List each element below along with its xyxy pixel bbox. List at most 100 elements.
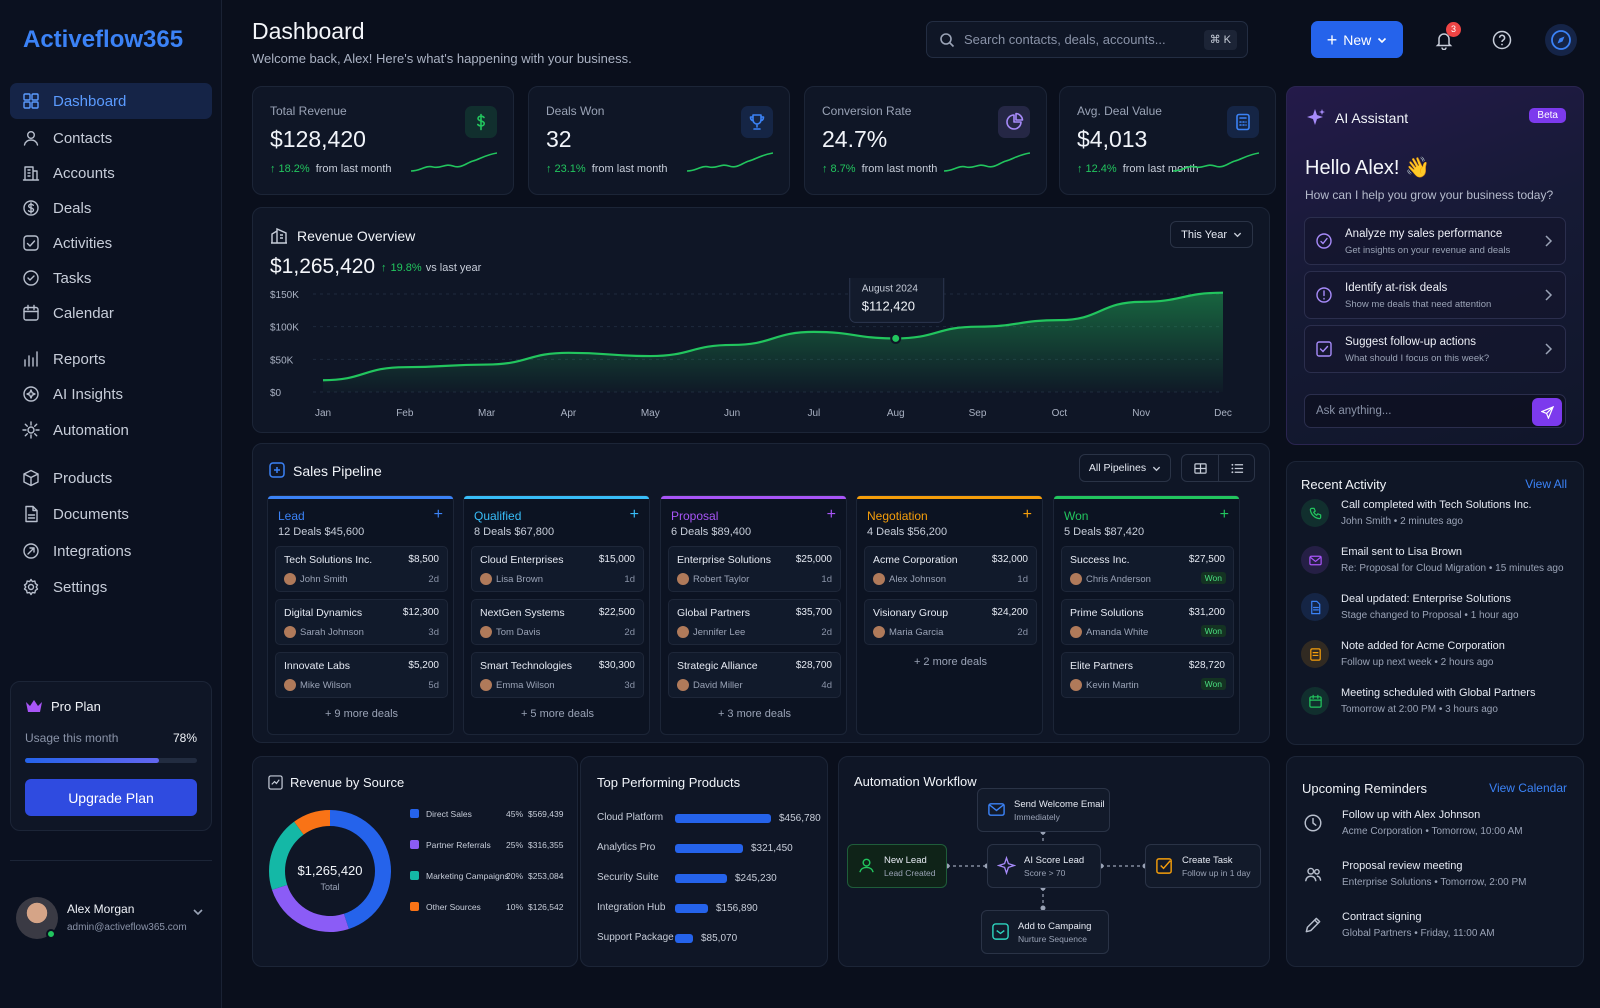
deal-value: $28,720 — [1188, 660, 1225, 671]
activity-item[interactable]: Deal updated: Enterprise Solutions Stage … — [1301, 593, 1571, 633]
deal-owner: Kevin Martin — [1086, 680, 1139, 691]
ai-input[interactable]: Ask anything... — [1304, 394, 1566, 428]
workflow-node-ai-score[interactable]: AI Score Lead Score > 70 — [987, 844, 1101, 888]
add-deal-button[interactable]: + — [1219, 506, 1229, 523]
product-row[interactable]: Cloud Platform $456,780 — [597, 812, 822, 826]
sidebar-item-dashboard[interactable]: Dashboard — [10, 83, 212, 119]
board-view-button[interactable] — [1182, 455, 1219, 481]
deal-card[interactable]: Strategic Alliance $28,700 David Miller 4d — [668, 652, 841, 698]
sidebar-item-products[interactable]: Products — [10, 460, 212, 496]
product-row[interactable]: Integration Hub $156,890 — [597, 902, 822, 916]
usage-label: Usage this month — [25, 731, 119, 745]
donut-slice — [271, 884, 349, 932]
workflow-node-campaign[interactable]: Add to Campaing Nurture Sequence — [981, 910, 1109, 954]
reminder-item[interactable]: Proposal review meeting Enterprise Soluti… — [1303, 860, 1573, 900]
more-deals-link[interactable]: + 2 more deals — [913, 656, 988, 668]
activity-item[interactable]: Meeting scheduled with Global Partners To… — [1301, 687, 1571, 727]
sidebar-item-integrations[interactable]: Integrations — [10, 533, 212, 569]
chevron-down-icon[interactable] — [192, 906, 204, 918]
period-select[interactable]: This Year — [1170, 221, 1253, 248]
beta-badge: Beta — [1529, 108, 1566, 123]
deal-card[interactable]: Cloud Enterprises $15,000 Lisa Brown 1d — [471, 546, 644, 592]
product-row[interactable]: Security Suite $245,230 — [597, 872, 822, 886]
deal-card[interactable]: Enterprise Solutions $25,000 Robert Taylor… — [668, 546, 841, 592]
deal-card[interactable]: Global Partners $35,700 Jennifer Lee 2d — [668, 599, 841, 645]
deal-card[interactable]: Visionary Group $24,200 Maria Garcia 2d — [864, 599, 1037, 645]
product-row[interactable]: Analytics Pro $321,450 — [597, 842, 822, 856]
chevron-down-icon — [1378, 37, 1387, 43]
chevron-right-icon — [1545, 235, 1553, 247]
new-button[interactable]: + New — [1311, 21, 1403, 58]
automation-card: Automation Workflow Send Welcome Email I… — [838, 756, 1270, 967]
product-name: Security Suite — [597, 872, 659, 883]
column-summary: 6 Deals $89,400 — [671, 526, 752, 538]
sidebar-item-ai-insights[interactable]: AI Insights — [10, 376, 212, 412]
sidebar-item-deals[interactable]: Deals — [10, 190, 212, 226]
sidebar-item-reports[interactable]: Reports — [10, 341, 212, 377]
ai-suggestion[interactable]: Analyze my sales performance Get insights… — [1304, 217, 1566, 265]
deal-card[interactable]: NextGen Systems $22,500 Tom Davis 2d — [471, 599, 644, 645]
add-deal-button[interactable]: + — [433, 506, 443, 523]
sidebar-item-documents[interactable]: Documents — [10, 496, 212, 532]
sidebar-item-calendar[interactable]: Calendar — [10, 295, 212, 331]
sidebar-item-automation[interactable]: Automation — [10, 412, 212, 448]
help-button[interactable] — [1486, 24, 1518, 56]
sidebar-item-tasks[interactable]: Tasks — [10, 260, 212, 296]
deal-card[interactable]: Innovate Labs $5,200 Mike Wilson 5d — [275, 652, 448, 698]
deal-card[interactable]: Digital Dynamics $12,300 Sarah Johnson 3d — [275, 599, 448, 645]
upgrade-plan-button[interactable]: Upgrade Plan — [25, 779, 197, 816]
donut-hole — [286, 827, 374, 915]
more-deals-link[interactable]: + 9 more deals — [324, 708, 399, 720]
add-deal-button[interactable]: + — [629, 506, 639, 523]
ai-greeting: Hello Alex! 👋 — [1305, 157, 1430, 179]
pipeline-filter-value: All Pipelines — [1088, 462, 1147, 474]
legend-swatch — [410, 840, 419, 849]
notifications-button[interactable]: 3 — [1428, 22, 1461, 56]
list-view-button[interactable] — [1219, 455, 1255, 481]
send-button[interactable] — [1532, 398, 1562, 426]
sparkline — [687, 152, 773, 172]
deal-owner: Jennifer Lee — [693, 627, 746, 638]
column-summary: 5 Deals $87,420 — [1064, 526, 1145, 538]
x-tick-label: Apr — [561, 408, 577, 419]
ai-chip-icon — [997, 856, 1016, 875]
deal-card[interactable]: Prime Solutions $31,200 Amanda White Won — [1061, 599, 1234, 645]
reminder-item[interactable]: Follow up with Alex Johnson Acme Corporat… — [1303, 809, 1573, 849]
add-deal-button[interactable]: + — [1022, 506, 1032, 523]
deal-card[interactable]: Smart Technologies $30,300 Emma Wilson 3d — [471, 652, 644, 698]
compass-button[interactable] — [1545, 24, 1577, 56]
legend-percent: 25% — [506, 840, 524, 850]
tooltip-point[interactable] — [890, 332, 902, 344]
ai-suggestion[interactable]: Suggest follow-up actions What should I f… — [1304, 325, 1566, 373]
sidebar-item-activities[interactable]: Activities — [10, 225, 212, 261]
deal-card[interactable]: Success Inc. $27,500 Chris Anderson Won — [1061, 546, 1234, 592]
ai-suggestion[interactable]: Identify at-risk deals Show me deals that… — [1304, 271, 1566, 319]
more-deals-link[interactable]: + 3 more deals — [717, 708, 792, 720]
workflow-node-new-lead[interactable]: New Lead Lead Created — [847, 844, 947, 888]
deal-value: $35,700 — [795, 607, 832, 618]
search-input[interactable]: Search contacts, deals, accounts... ⌘ K — [926, 21, 1248, 58]
activity-item[interactable]: Email sent to Lisa Brown Re: Proposal for… — [1301, 546, 1571, 586]
view-calendar-link[interactable]: View Calendar — [1489, 781, 1567, 795]
product-row[interactable]: Support Package $85,070 — [597, 932, 822, 946]
reminder-item[interactable]: Contract signing Global Partners • Friday… — [1303, 911, 1573, 951]
deal-card[interactable]: Acme Corporation $32,000 Alex Johnson 1d — [864, 546, 1037, 592]
add-deal-button[interactable]: + — [826, 506, 836, 523]
sidebar-item-accounts[interactable]: Accounts — [10, 155, 212, 191]
deal-age: 2d — [428, 574, 439, 585]
deal-owner: Robert Taylor — [693, 574, 750, 585]
reminders-card: Upcoming Reminders View Calendar Follow … — [1286, 756, 1584, 967]
workflow-node-create-task[interactable]: Create Task Follow up in 1 day — [1145, 844, 1261, 888]
pipeline-filter-select[interactable]: All Pipelines — [1079, 454, 1171, 482]
sidebar-item-settings[interactable]: Settings — [10, 569, 212, 605]
more-deals-link[interactable]: + 5 more deals — [520, 708, 595, 720]
deal-card[interactable]: Elite Partners $28,720 Kevin Martin Won — [1061, 652, 1234, 698]
sidebar-item-contacts[interactable]: Contacts — [10, 120, 212, 156]
activity-item[interactable]: Note added for Acme Corporation Follow up… — [1301, 640, 1571, 680]
activity-item[interactable]: Call completed with Tech Solutions Inc. J… — [1301, 499, 1571, 539]
workflow-node-email[interactable]: Send Welcome Email Immediately — [977, 788, 1110, 832]
deal-owner: John Smith — [300, 574, 348, 585]
deal-card[interactable]: Tech Solutions Inc. $8,500 John Smith 2d — [275, 546, 448, 592]
view-all-link[interactable]: View All — [1525, 477, 1567, 491]
avatar — [1070, 573, 1082, 585]
